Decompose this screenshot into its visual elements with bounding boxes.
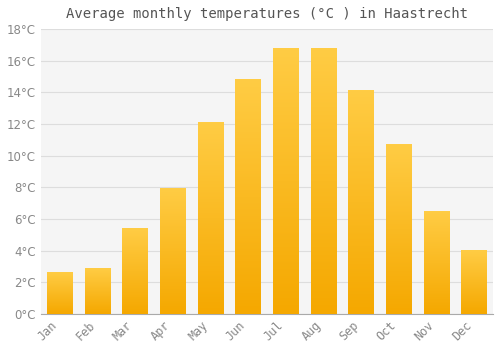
- Title: Average monthly temperatures (°C ) in Haastrecht: Average monthly temperatures (°C ) in Ha…: [66, 7, 468, 21]
